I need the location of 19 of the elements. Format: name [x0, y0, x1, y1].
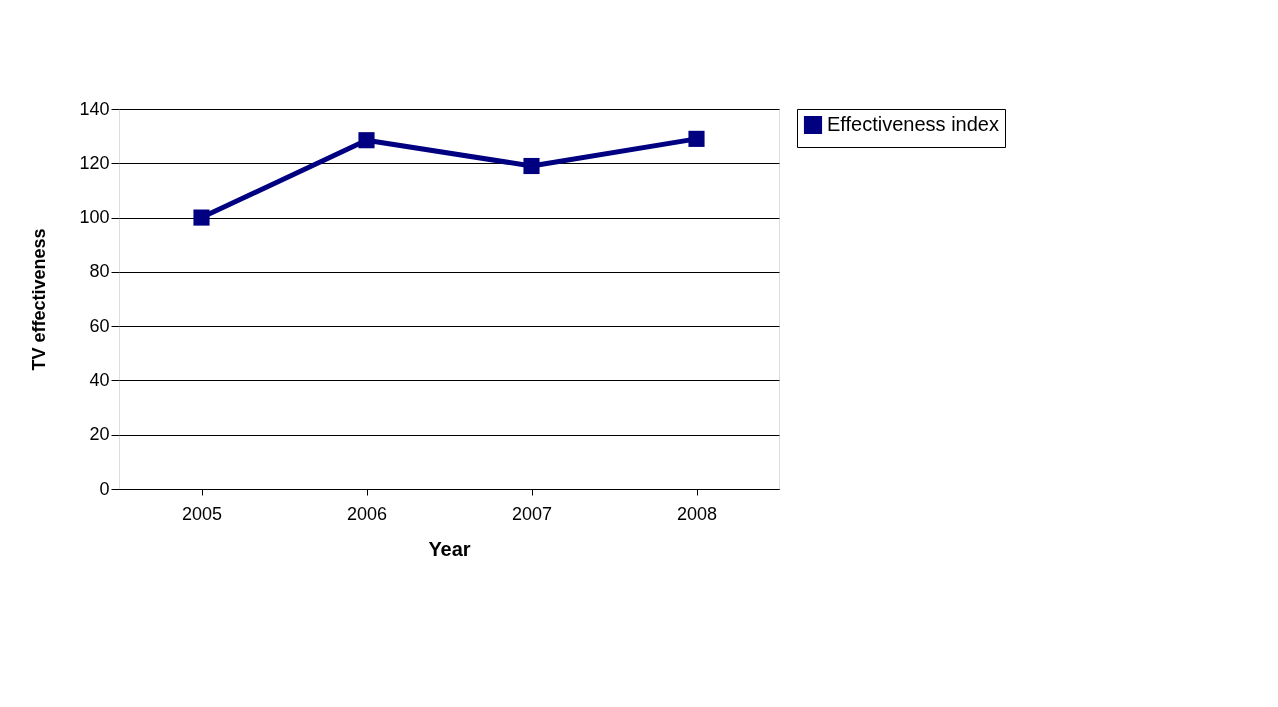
y-tick-label: 120 — [79, 152, 110, 173]
point — [358, 132, 375, 149]
y-tick-label: 40 — [89, 369, 110, 390]
point — [523, 157, 540, 175]
x-tick-label: 2008 — [676, 503, 718, 524]
x-tick-label: 2006 — [346, 503, 388, 524]
x-axis-title: Year — [428, 537, 471, 560]
point — [193, 209, 210, 226]
x-tick-label: 2007 — [511, 503, 553, 524]
y-axis-title: TV effectiveness — [29, 228, 50, 371]
y-tick-label: 20 — [89, 424, 110, 445]
y-tick-label: 0 — [99, 478, 110, 499]
y-tick-label: 60 — [89, 315, 110, 336]
legend-label: Effectiveness index — [827, 113, 999, 135]
y-tick-label: 140 — [79, 98, 110, 119]
y-tick-label: 80 — [89, 261, 110, 282]
x-tick-label: 2005 — [181, 503, 223, 524]
point — [688, 130, 705, 147]
y-tick-label: 100 — [79, 207, 110, 228]
